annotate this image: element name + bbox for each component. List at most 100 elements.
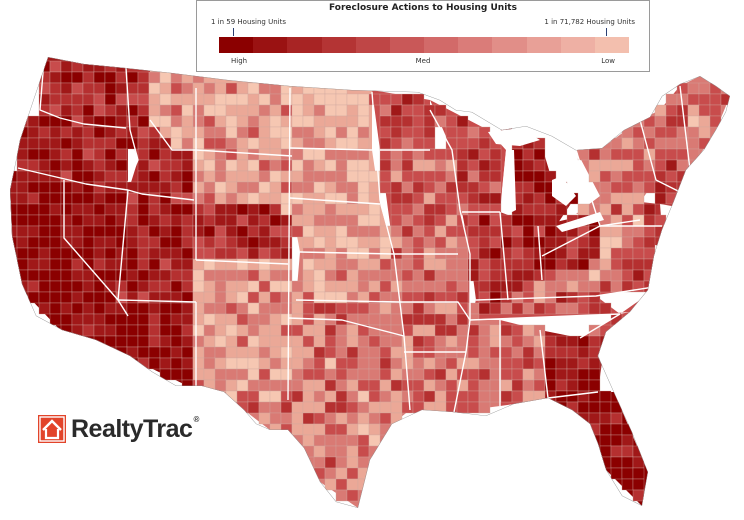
county-cell — [115, 126, 128, 139]
county-cell — [82, 137, 95, 150]
county-cell — [390, 225, 403, 238]
county-cell — [522, 390, 535, 403]
county-cell — [390, 203, 403, 216]
county-cell — [357, 159, 370, 172]
county-cell — [313, 434, 326, 447]
county-cell — [434, 313, 447, 326]
county-cell — [324, 445, 337, 458]
county-cell — [434, 225, 447, 238]
border-ca-nv — [63, 180, 129, 317]
county-cell — [478, 401, 491, 414]
county-cell — [82, 93, 95, 106]
county-cell — [302, 357, 315, 370]
county-cell — [269, 214, 282, 227]
county-cell — [49, 236, 62, 249]
county-cell — [588, 302, 601, 315]
county-cell — [456, 280, 469, 293]
county-cell — [104, 269, 117, 282]
county-cell — [203, 236, 216, 249]
county-cell — [445, 225, 458, 238]
county-cell — [390, 412, 403, 425]
county-cell — [203, 324, 216, 337]
county-cell — [379, 280, 392, 293]
county-cell — [489, 192, 502, 205]
county-cell — [698, 115, 711, 128]
county-cell — [467, 192, 480, 205]
county-cell — [313, 467, 326, 480]
county-cell — [170, 82, 183, 95]
county-cell — [82, 302, 95, 315]
county-cell — [192, 82, 205, 95]
county-cell — [214, 313, 227, 326]
county-cell — [104, 335, 117, 348]
county-cell — [346, 170, 359, 183]
county-cell — [357, 137, 370, 150]
county-cell — [148, 302, 161, 315]
county-cell — [115, 313, 128, 326]
county-cell — [335, 467, 348, 480]
county-cell — [280, 390, 293, 403]
county-cell — [258, 390, 271, 403]
county-cell — [49, 302, 62, 315]
county-cell — [456, 390, 469, 403]
county-cell — [247, 280, 260, 293]
county-cell — [412, 313, 425, 326]
county-cell — [335, 137, 348, 150]
county-cell — [368, 203, 381, 216]
county-cell — [170, 159, 183, 172]
county-cell — [511, 368, 524, 381]
county-cell — [335, 368, 348, 381]
county-cell — [324, 368, 337, 381]
county-cell — [27, 203, 40, 216]
county-cell — [291, 225, 304, 238]
county-cell — [148, 335, 161, 348]
county-cell — [71, 137, 84, 150]
county-cell — [269, 324, 282, 337]
county-cell — [159, 247, 172, 260]
county-cell — [445, 335, 458, 348]
county-cell — [390, 379, 403, 392]
county-cell — [566, 401, 579, 414]
county-cell — [93, 71, 106, 84]
county-cell — [27, 225, 40, 238]
county-cell — [676, 115, 689, 128]
county-cell — [126, 258, 139, 271]
county-cell — [401, 313, 414, 326]
county-cell — [258, 335, 271, 348]
county-cell — [60, 214, 73, 227]
county-cell — [60, 203, 73, 216]
county-cell — [269, 137, 282, 150]
county-cell — [401, 214, 414, 227]
county-cell — [313, 335, 326, 348]
county-cell — [687, 82, 700, 95]
county-cell — [324, 401, 337, 414]
county-cell — [258, 214, 271, 227]
county-cell — [236, 203, 249, 216]
county-cell — [313, 379, 326, 392]
county-cell — [610, 192, 623, 205]
county-cell — [357, 104, 370, 117]
county-cell — [181, 214, 194, 227]
county-cell — [610, 148, 623, 161]
county-cell — [137, 357, 150, 370]
county-cell — [379, 379, 392, 392]
county-cell — [16, 258, 29, 271]
county-cell — [412, 269, 425, 282]
county-cell — [621, 456, 634, 469]
county-cell — [225, 203, 238, 216]
county-cell — [60, 302, 73, 315]
county-cell — [401, 269, 414, 282]
county-cell — [115, 115, 128, 128]
county-cell — [214, 302, 227, 315]
county-cell — [280, 401, 293, 414]
county-cell — [610, 203, 623, 216]
county-cell — [555, 269, 568, 282]
county-cell — [434, 203, 447, 216]
county-cell — [676, 82, 689, 95]
county-cell — [159, 115, 172, 128]
county-cell — [533, 203, 546, 216]
county-cell — [423, 203, 436, 216]
county-cell — [632, 115, 645, 128]
county-cell — [16, 148, 29, 161]
county-cell — [148, 159, 161, 172]
